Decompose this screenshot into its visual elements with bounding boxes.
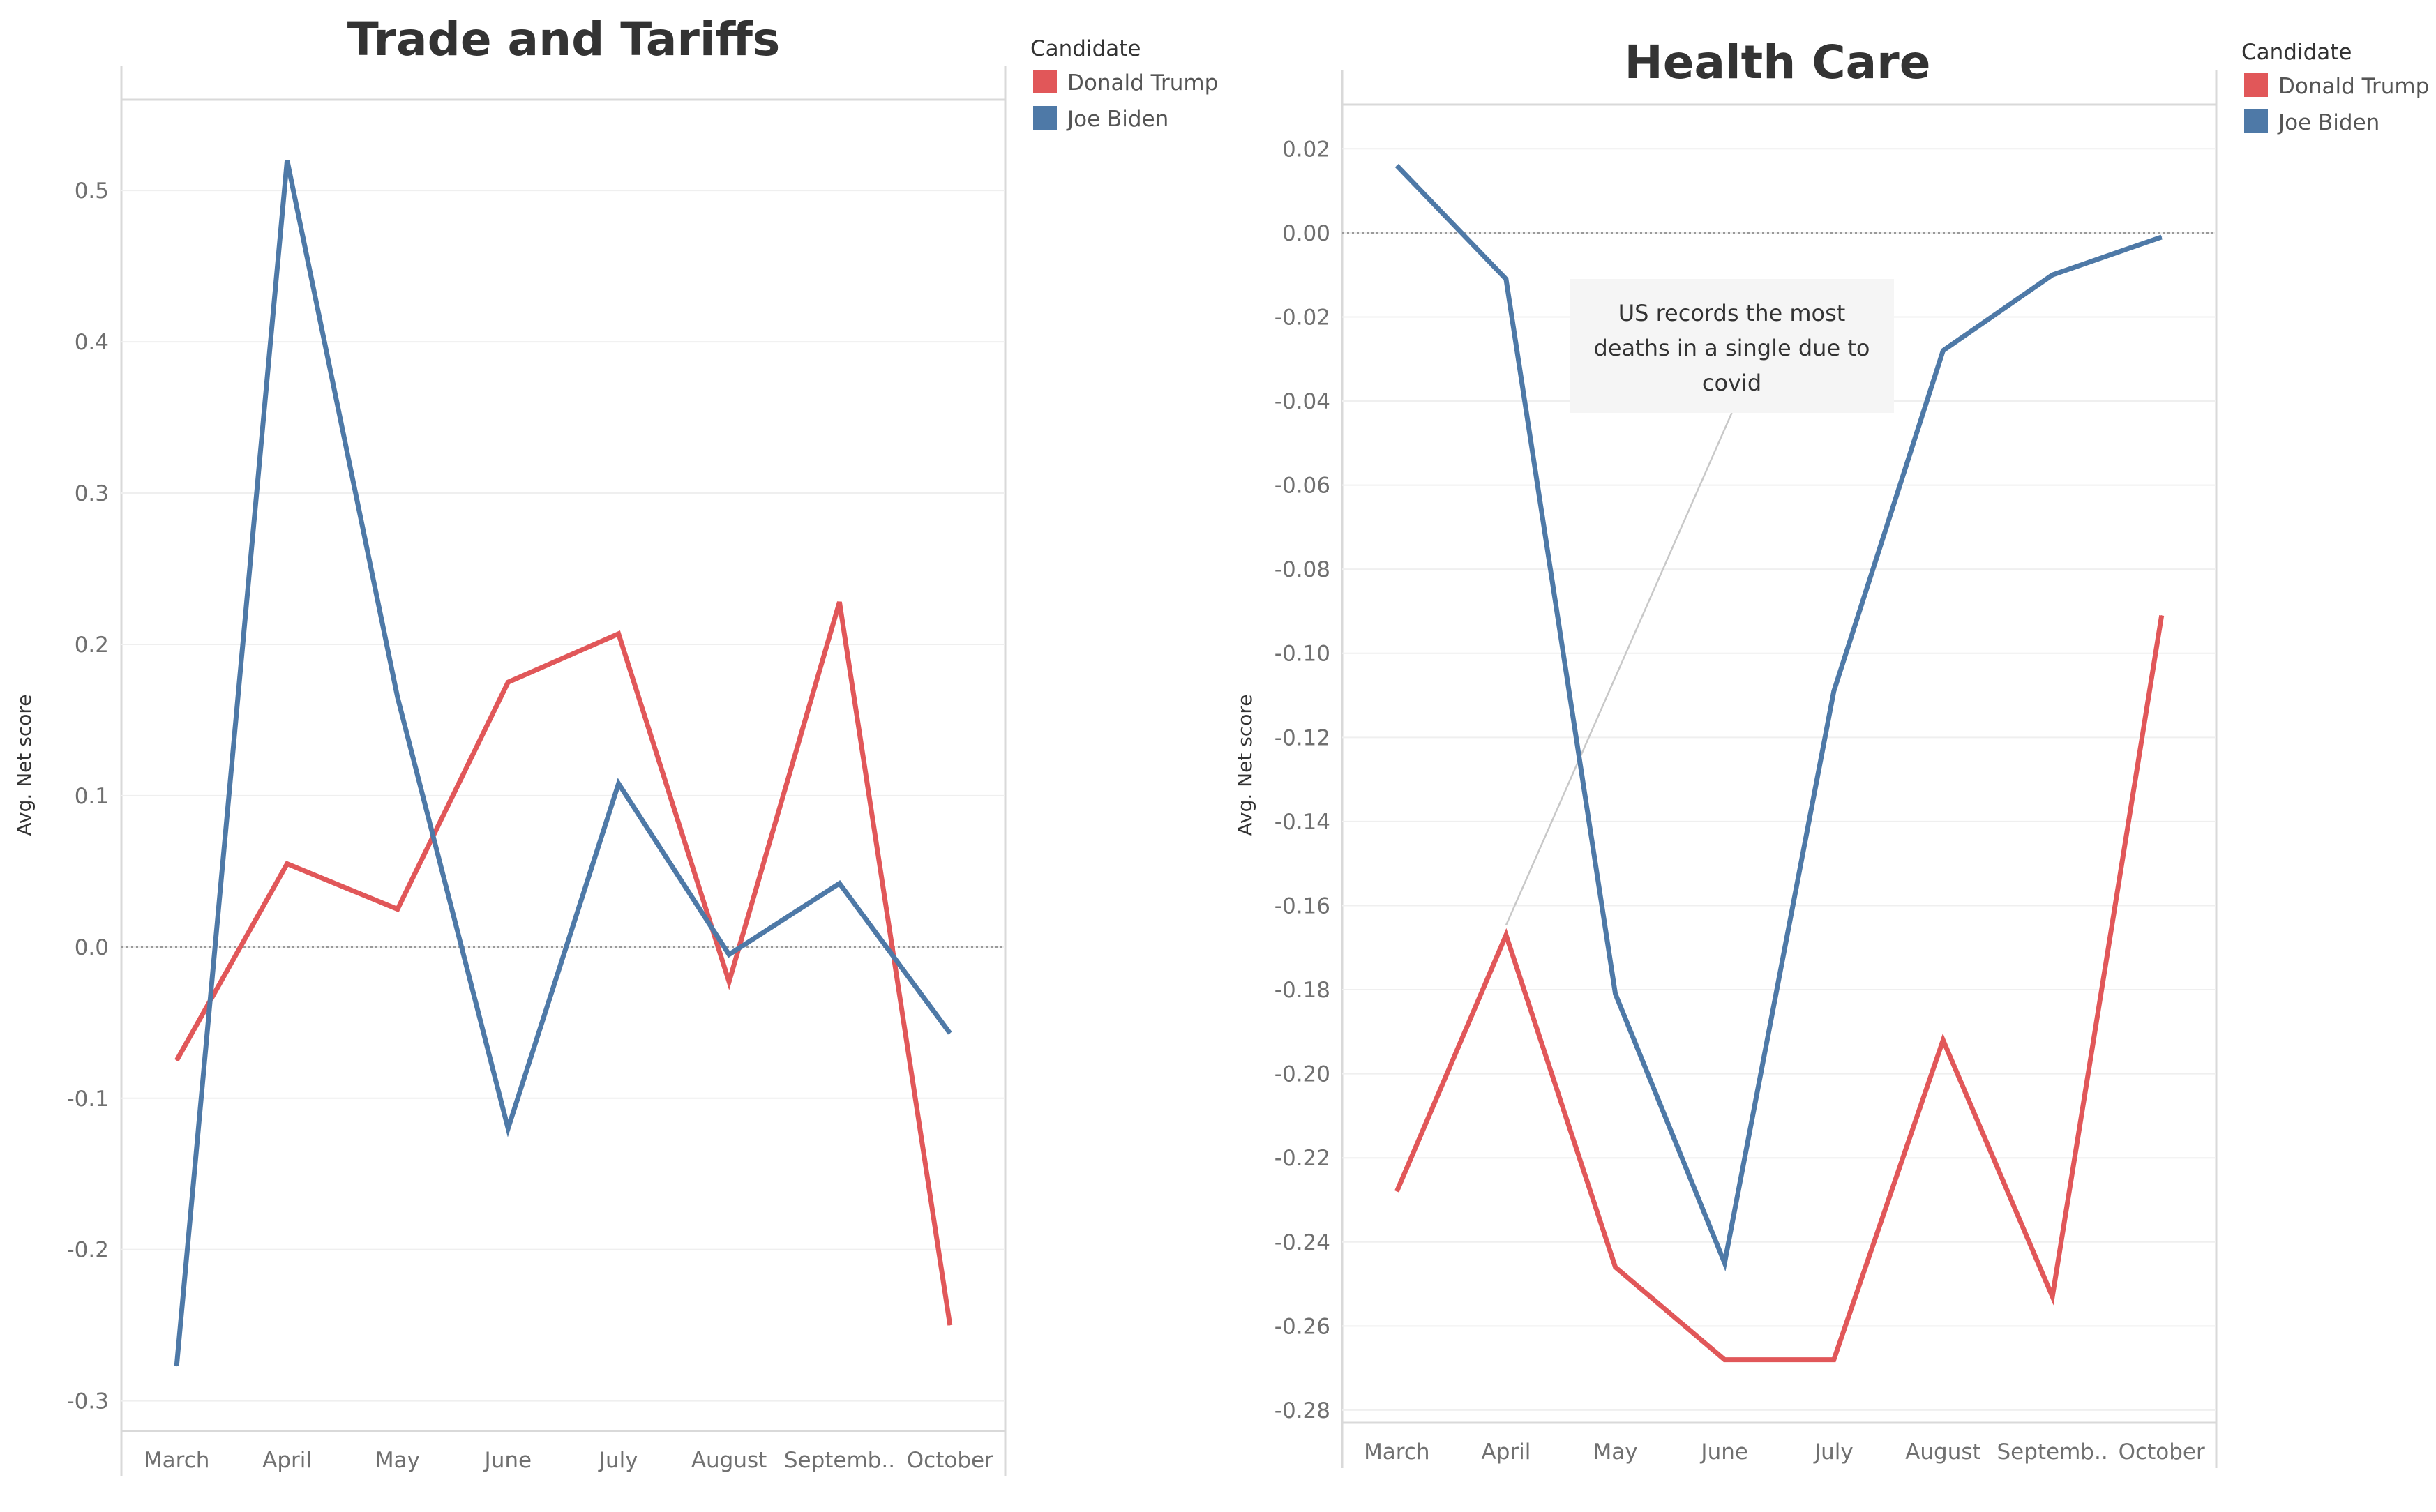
series-donald-trump [174, 601, 953, 1326]
y-axis-label: Avg. Net score [13, 695, 36, 836]
series-donald-trump [1394, 614, 2165, 1363]
x-tick-label: August [1905, 1439, 1981, 1465]
y-tick-label: -0.02 [1275, 305, 1330, 330]
x-tick-label: March [144, 1448, 210, 1473]
x-tick-label: July [598, 1448, 638, 1473]
data-point [839, 883, 840, 884]
y-tick-label: -0.3 [67, 1389, 110, 1414]
x-tick-label: June [1699, 1439, 1748, 1465]
data-point [507, 681, 509, 683]
x-tick-label: June [483, 1448, 532, 1473]
chart-1: Trade and Tariffs 0.5 0.4 0.3 0.2 0.1 0.0 -0.1 -… [13, 13, 1218, 1476]
x-tick-label: April [262, 1448, 312, 1473]
data-point [839, 601, 840, 603]
x-tick-label: May [375, 1448, 420, 1473]
series-line [174, 601, 953, 1326]
y-tick-label: 0.3 [75, 481, 109, 506]
y-tick-label: 0.5 [75, 179, 109, 204]
x-tick-label: July [1813, 1439, 1854, 1465]
chart-2: Health Care 0.02 0.00 -0.02 -0.04 -0.06 -0.08 -… [1233, 36, 2429, 1468]
y-tick-label: 0.02 [1282, 137, 1330, 162]
legend-swatch [1033, 106, 1057, 130]
annotation-text: deaths in a single due to [1594, 335, 1870, 361]
annotation-text: covid [1702, 370, 1761, 396]
y-tick-label: -0.18 [1275, 978, 1330, 1003]
y-tick-label: -0.10 [1275, 642, 1330, 667]
x-tick-label: October [907, 1448, 993, 1473]
data-point [1833, 1359, 1835, 1361]
x-tick-label: May [1593, 1439, 1638, 1465]
y-tick-label: 0.00 [1282, 221, 1330, 246]
data-point [618, 633, 619, 635]
annotation: US records the most deaths in a single du… [1505, 279, 1894, 926]
data-point [728, 954, 730, 955]
data-point [618, 783, 619, 785]
y-axis-label: Avg. Net score [1233, 695, 1256, 836]
legend-label: Donald Trump [2278, 74, 2429, 99]
y-tick-label: -0.20 [1275, 1062, 1330, 1087]
y-tick-label: -0.28 [1275, 1398, 1330, 1423]
x-tick-label: Septemb.. [1997, 1439, 2107, 1465]
y-tick-label: -0.16 [1275, 893, 1330, 918]
y-tick-label: 0.4 [75, 330, 109, 355]
data-point [1724, 1262, 1725, 1264]
y-tick-label: -0.1 [67, 1087, 110, 1112]
y-tick-label: 0.2 [75, 633, 109, 658]
legend-label: Donald Trump [1067, 70, 1218, 96]
data-point [1505, 278, 1507, 280]
y-tick-label: 0.0 [75, 935, 109, 960]
y-tick-label: -0.04 [1275, 389, 1330, 414]
legend-title: Candidate [1030, 36, 1141, 61]
y-tick-label: -0.24 [1275, 1230, 1330, 1255]
legend-swatch [1033, 70, 1057, 93]
x-tick-label: April [1482, 1439, 1531, 1465]
annotation-text: US records the most [1618, 300, 1846, 326]
y-tick-label: -0.2 [67, 1238, 110, 1263]
data-point [176, 1060, 177, 1061]
legend-label: Joe Biden [1066, 107, 1168, 132]
data-point [2161, 614, 2163, 616]
data-point [1833, 690, 1835, 692]
y-tick-label: -0.06 [1275, 474, 1330, 499]
data-point [2161, 236, 2163, 238]
y-tick-label: -0.08 [1275, 557, 1330, 582]
x-tick-label: Septemb.. [784, 1448, 895, 1473]
data-point [2052, 1296, 2053, 1297]
legend-title: Candidate [2241, 40, 2352, 65]
y-tick-label: 0.1 [75, 784, 109, 809]
legend-swatch [2244, 109, 2268, 133]
legend: Candidate Donald Trump Joe Biden [1030, 36, 1218, 132]
data-point [1615, 993, 1616, 995]
legend-label: Joe Biden [2277, 110, 2379, 135]
chart-title: Health Care [1625, 36, 1931, 89]
series-joe-biden [174, 160, 952, 1367]
y-tick-label: -0.12 [1275, 725, 1330, 750]
legend-swatch [2244, 73, 2268, 97]
series-line [1394, 614, 2165, 1363]
y-tick-label: -0.14 [1275, 810, 1330, 835]
data-point [507, 1128, 509, 1129]
y-tick-label: -0.26 [1275, 1314, 1330, 1339]
data-point [949, 1324, 951, 1326]
series-joe-biden [1394, 163, 2163, 1272]
series-line [174, 160, 952, 1367]
x-tick-label: March [1364, 1439, 1430, 1465]
chart-title: Trade and Tariffs [347, 13, 781, 66]
annotation-box [1570, 279, 1894, 413]
series-line [1394, 163, 2163, 1272]
data-point [1724, 1359, 1725, 1361]
x-tick-label: August [691, 1448, 767, 1473]
data-point [728, 981, 730, 983]
x-tick-label: October [2119, 1439, 2205, 1465]
data-point [949, 1032, 951, 1034]
y-tick-label: -0.22 [1275, 1146, 1330, 1171]
legend: Candidate Donald Trump Joe Biden [2241, 40, 2429, 135]
annotation-pointer [1505, 412, 1733, 926]
